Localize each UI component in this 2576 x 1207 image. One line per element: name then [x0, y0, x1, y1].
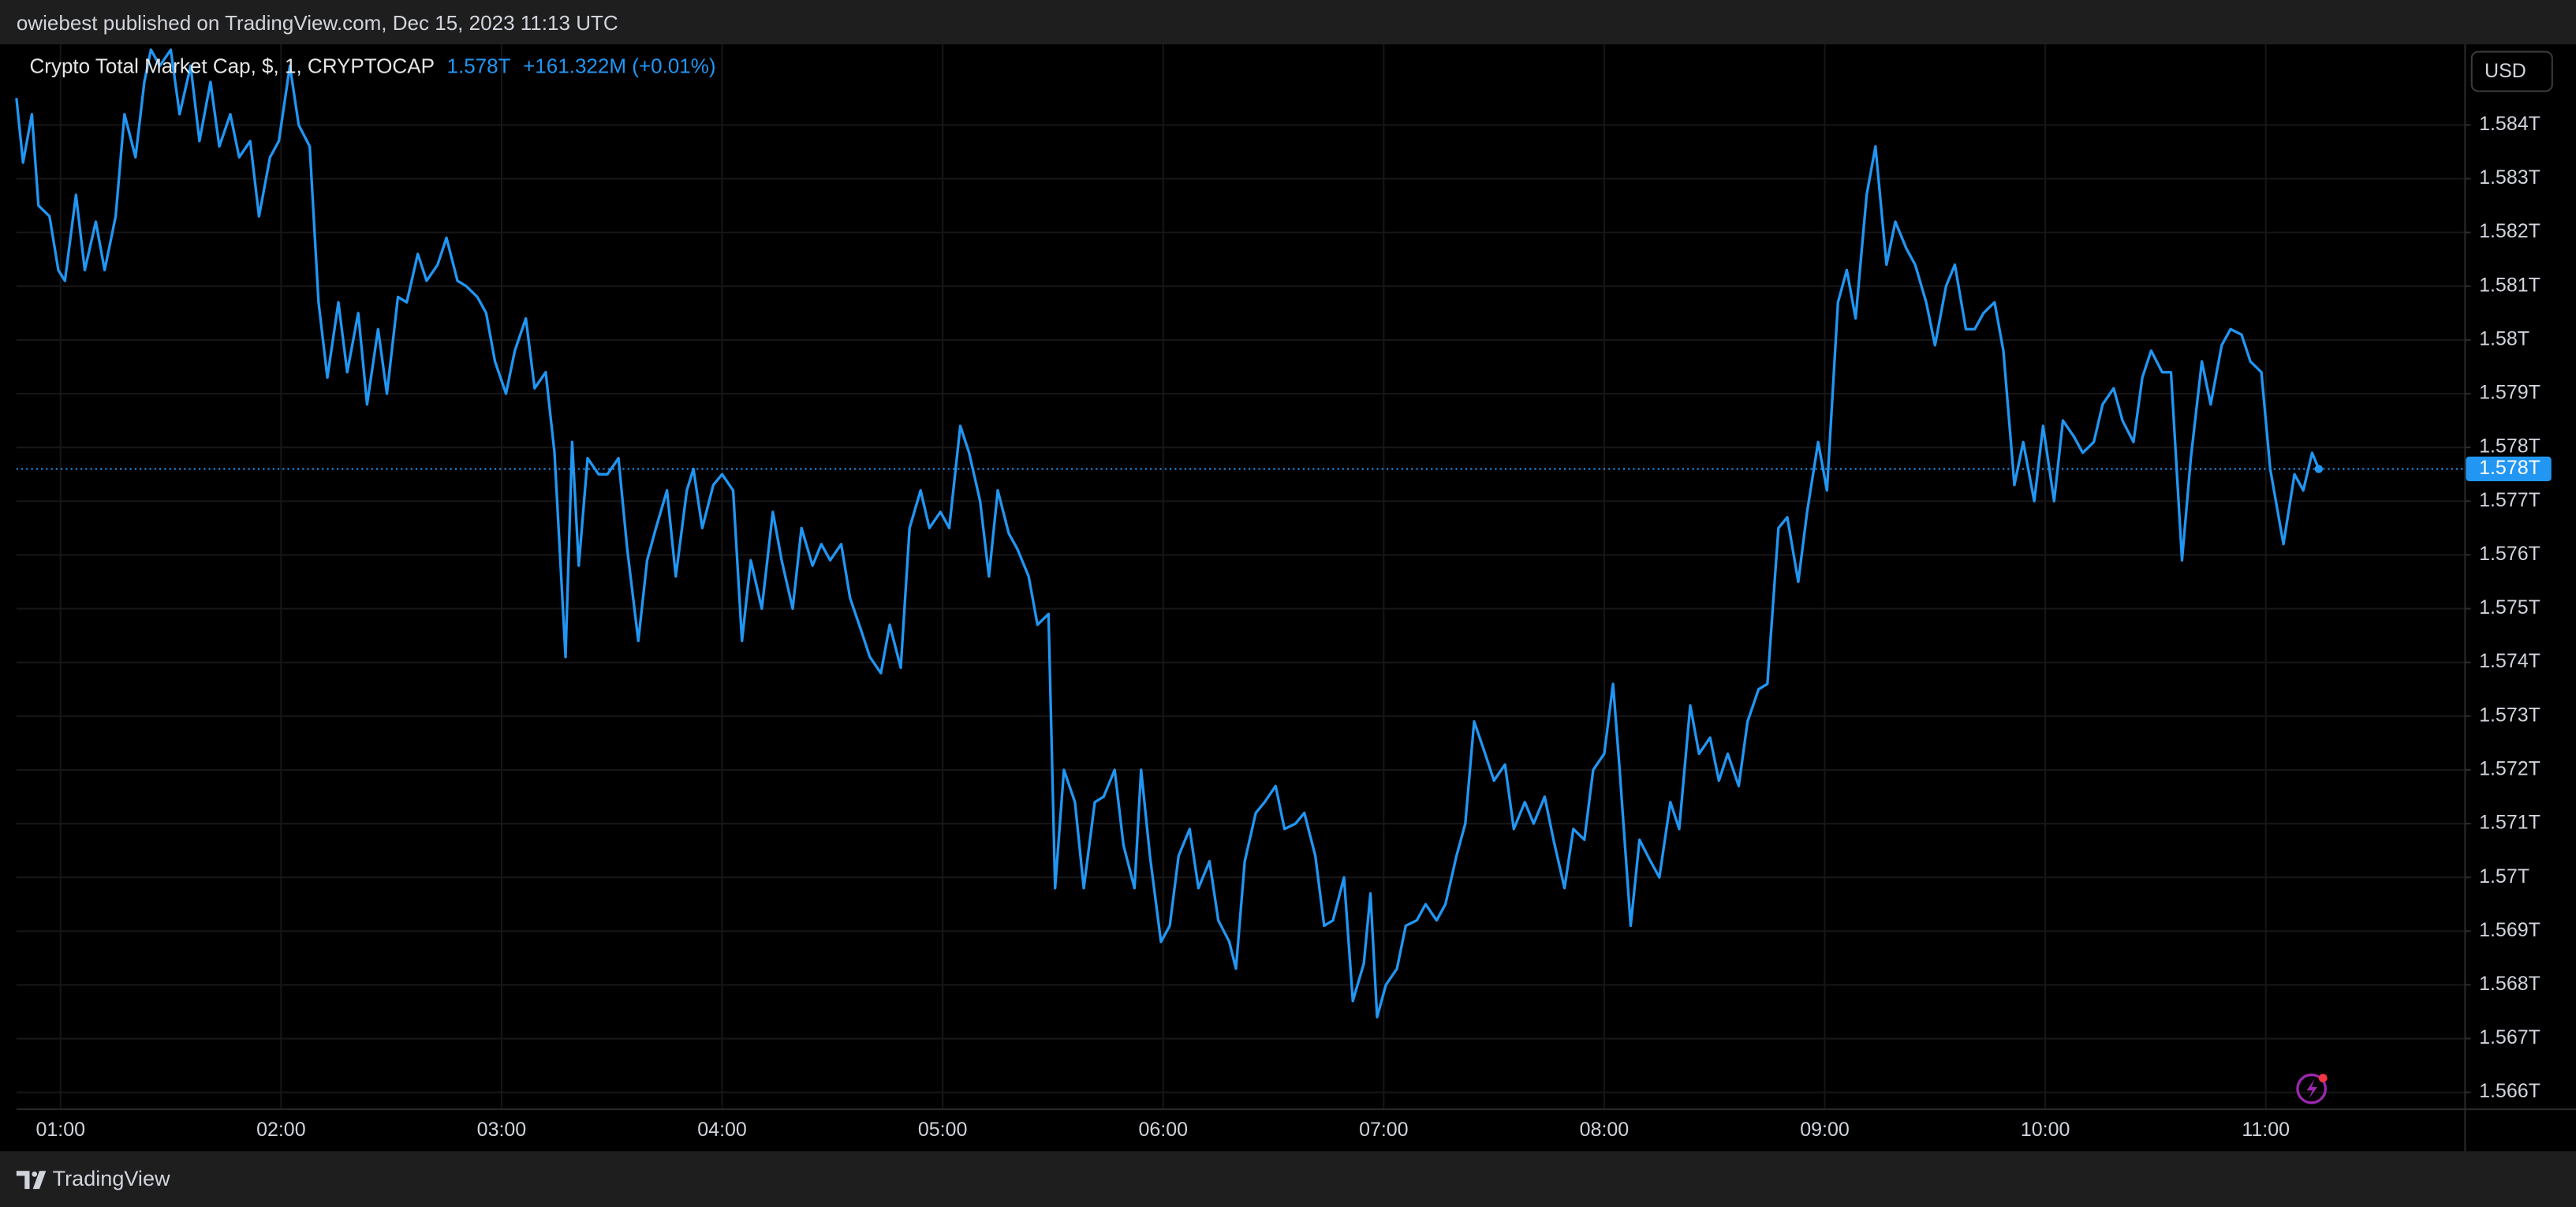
x-tick-label: 05:00	[918, 1119, 968, 1141]
currency-button[interactable]	[2470, 50, 2553, 92]
legend: Crypto Total Market Cap, $, 1, CRYPTOCAP…	[29, 54, 715, 77]
logo-slash	[32, 1171, 47, 1190]
y-tick-label: 1.573T	[2479, 704, 2541, 726]
y-tick-label: 1.575T	[2479, 596, 2541, 618]
brand-logo	[16, 1171, 47, 1190]
icon-bolt	[2306, 1078, 2317, 1099]
grid	[16, 44, 2465, 1109]
top-bar	[0, 0, 2576, 45]
y-tick-label: 1.584T	[2479, 113, 2541, 135]
footer-bar	[0, 1151, 2576, 1207]
y-tick-label: 1.58T	[2479, 327, 2529, 349]
price-change: +161.322M (+0.01%)	[523, 54, 715, 77]
y-tick-label: 1.572T	[2479, 758, 2541, 780]
price-line	[15, 48, 2320, 1018]
x-tick-label: 03:00	[477, 1119, 527, 1141]
x-tick-label: 10:00	[2021, 1119, 2070, 1141]
y-tick-label: 1.568T	[2479, 973, 2541, 995]
lightning-icon[interactable]	[2296, 1073, 2328, 1104]
y-tick-label: 1.566T	[2479, 1080, 2541, 1102]
series-name: Crypto Total Market Cap, $, 1, CRYPTOCAP	[29, 54, 434, 77]
logo-mark	[16, 1171, 30, 1190]
x-tick-label: 08:00	[1580, 1119, 1630, 1141]
currency-label[interactable]: USD	[2485, 60, 2526, 82]
x-tick-label: 01:00	[35, 1119, 85, 1141]
last-price: 1.578T	[447, 54, 511, 77]
y-tick-label: 1.574T	[2479, 650, 2541, 672]
last-price-badge	[2466, 456, 2552, 482]
y-tick-label: 1.577T	[2479, 489, 2541, 511]
y-tick-label: 1.583T	[2479, 166, 2541, 189]
y-tick-label: 1.579T	[2479, 382, 2541, 404]
brand: TradingView	[53, 1167, 170, 1190]
y-tick-label: 1.569T	[2479, 919, 2541, 941]
logo-dot	[32, 1172, 38, 1177]
y-tick-label: 1.567T	[2479, 1026, 2541, 1048]
x-tick-label: 06:00	[1138, 1119, 1188, 1141]
x-tick-label: 04:00	[697, 1119, 747, 1141]
y-tick-label: 1.578T	[2479, 435, 2541, 458]
x-tick-label: 09:00	[1800, 1119, 1850, 1141]
icon-dot	[2318, 1074, 2328, 1083]
x-tick-label: 02:00	[256, 1119, 306, 1141]
axes: 1.566T 1.567T 1.568T 1.569T 1.57T 1.571T 1.572…	[35, 113, 2552, 1141]
plot	[15, 48, 2465, 1018]
y-tick-label: 1.576T	[2479, 543, 2541, 565]
x-tick-label: 11:00	[2242, 1119, 2290, 1141]
y-tick-label: 1.571T	[2479, 812, 2541, 834]
y-tick-label: 1.582T	[2479, 220, 2541, 242]
y-tick-label: 1.581T	[2479, 274, 2541, 296]
y-tick-label: 1.57T	[2479, 865, 2529, 888]
byline: owiebest published on TradingView.com, D…	[17, 11, 618, 35]
x-tick-label: 07:00	[1359, 1119, 1409, 1141]
icon-ring	[2296, 1073, 2328, 1104]
last-price-label: 1.578T	[2479, 457, 2541, 479]
